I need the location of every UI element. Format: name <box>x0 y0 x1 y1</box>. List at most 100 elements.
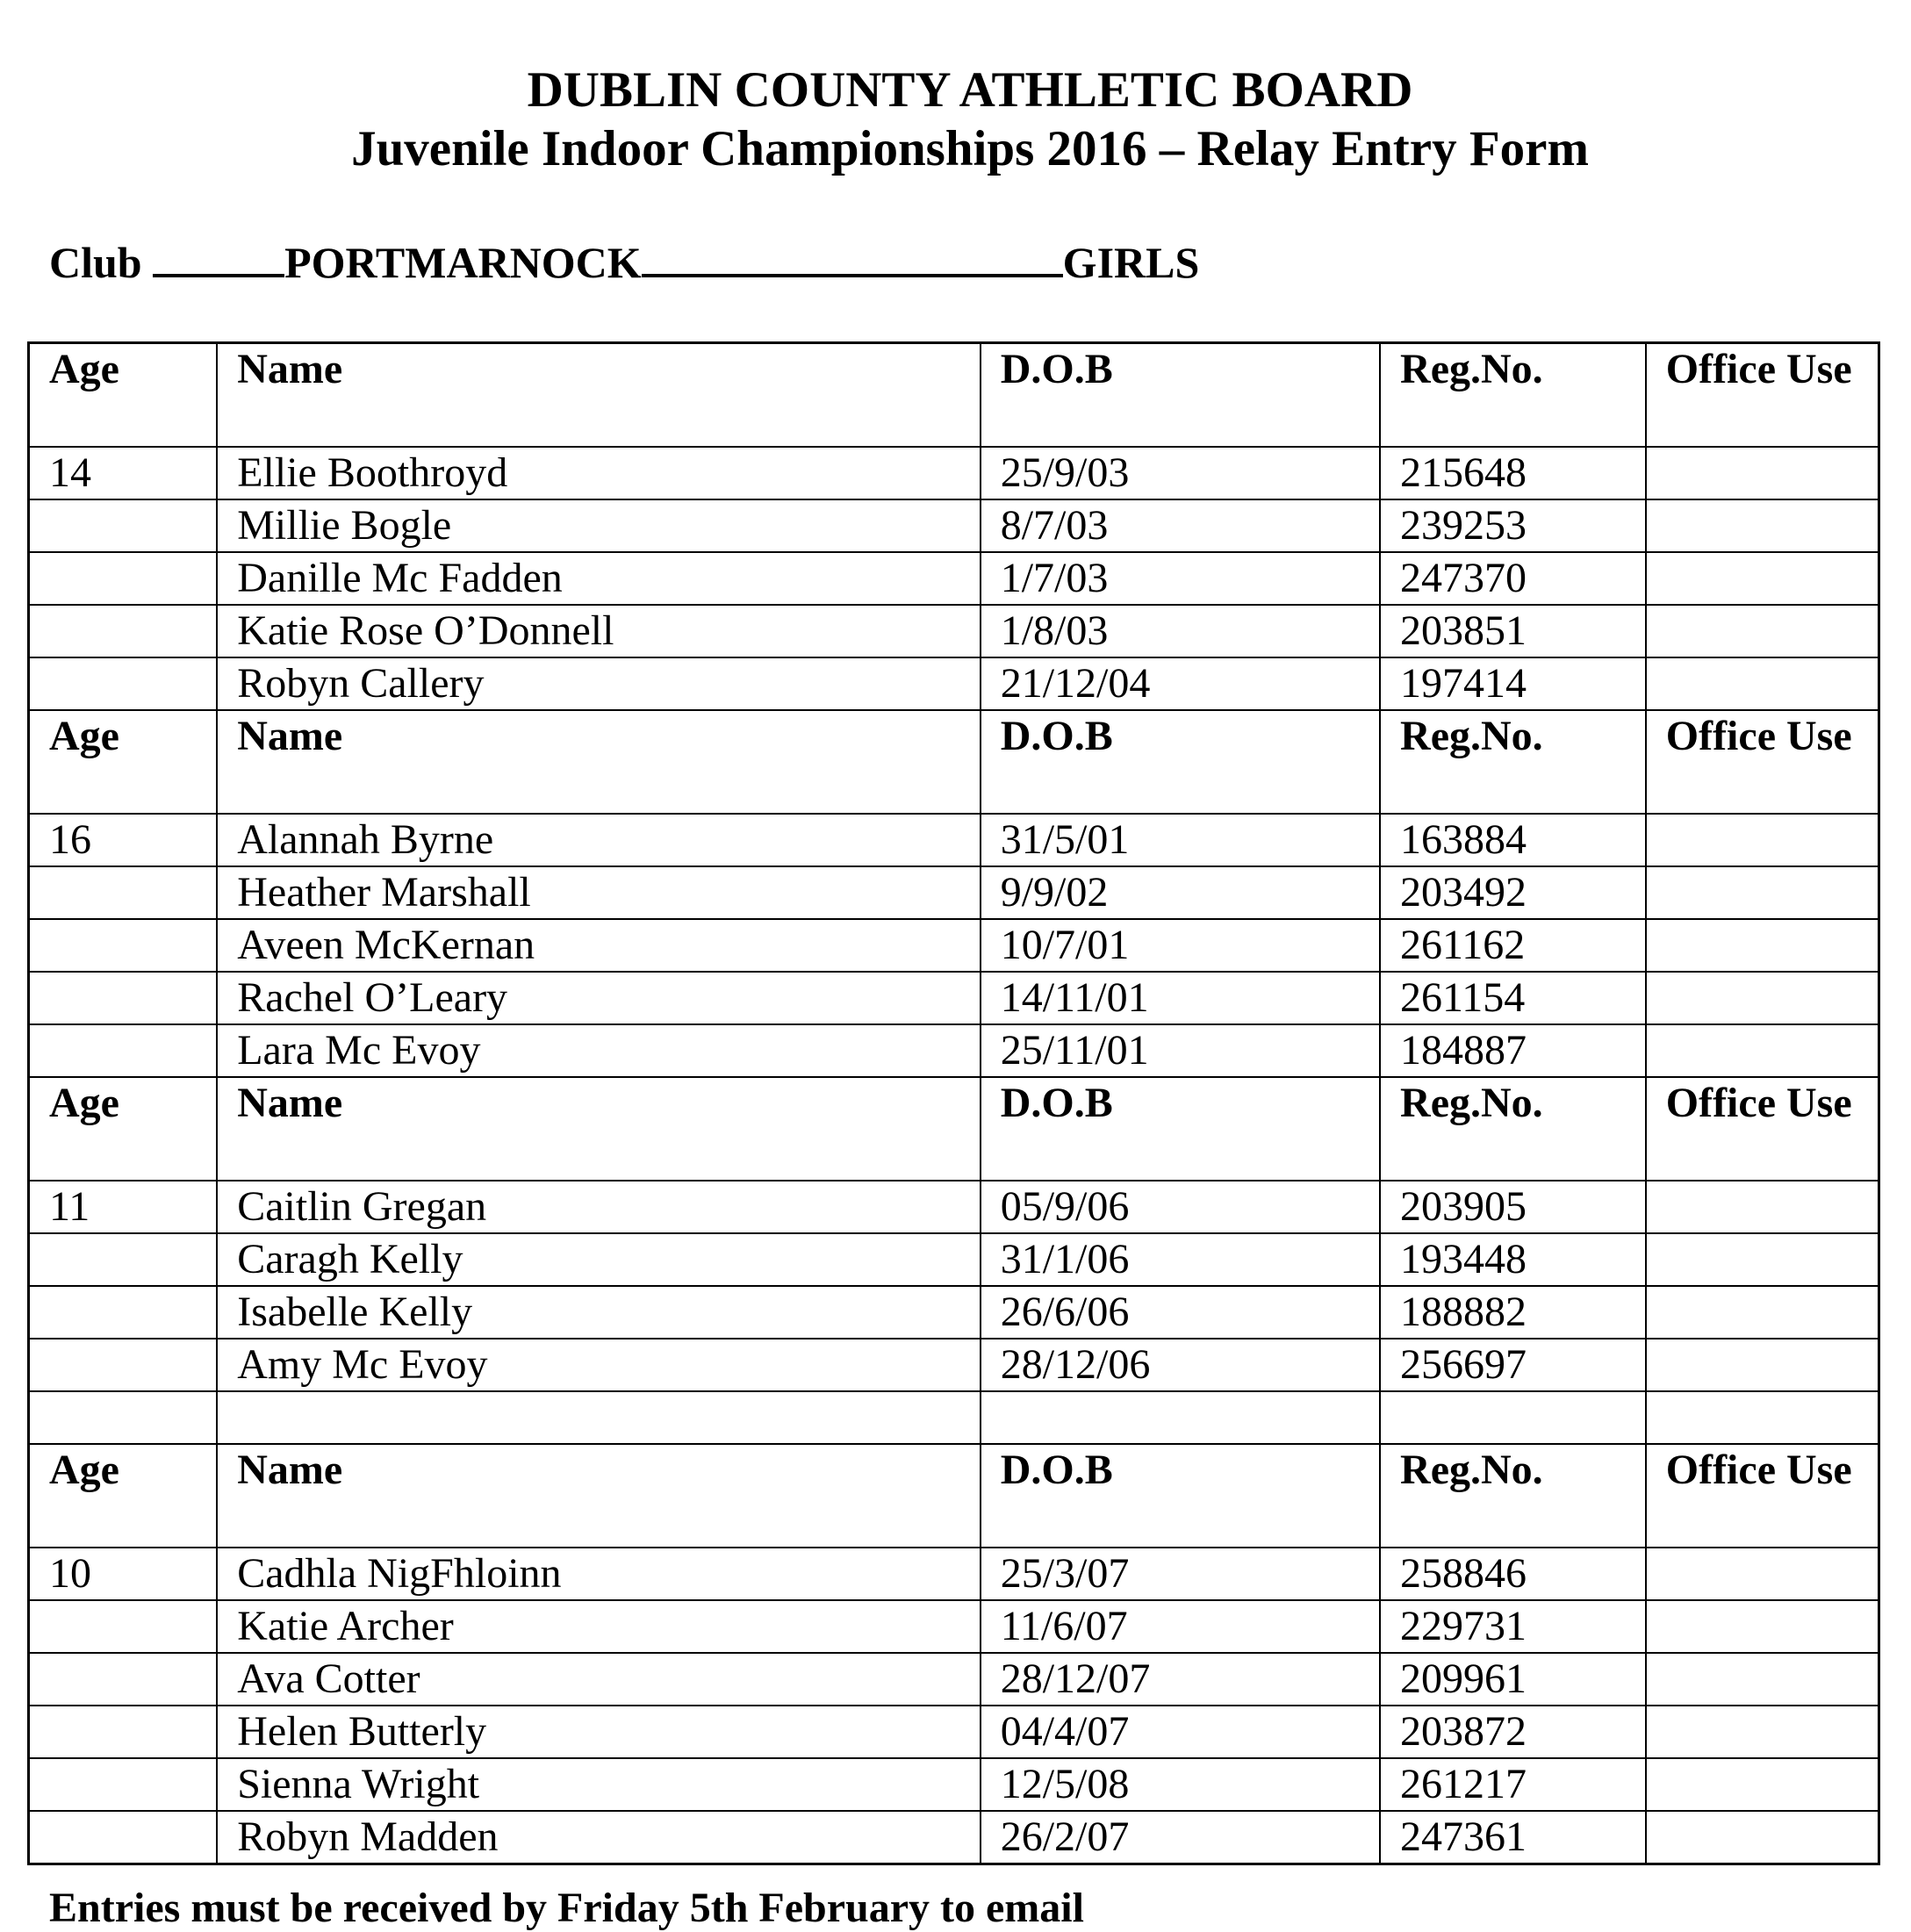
regno-header: Reg.No. <box>1379 341 1647 448</box>
dob-header: D.O.B <box>979 1076 1382 1181</box>
table-row: 10 Cadhla NigFhloinn 25/3/07 258846 <box>27 1547 1880 1601</box>
regno-cell: 261162 <box>1379 918 1647 973</box>
age-cell: 10 <box>27 1547 219 1601</box>
name-cell: Lara Mc Evoy <box>216 1023 981 1078</box>
age-cell <box>27 499 219 553</box>
relay-entry-table: Age Name D.O.B Reg.No. Office Use 14 Ellie Boo… <box>27 341 1880 1865</box>
name-cell: Katie Archer <box>216 1599 981 1654</box>
regno-cell: 247361 <box>1379 1810 1647 1865</box>
regno-cell: 229731 <box>1379 1599 1647 1654</box>
regno-cell: 163884 <box>1379 813 1647 867</box>
name-cell: Ava Cotter <box>216 1652 981 1706</box>
dob-cell: 8/7/03 <box>979 499 1382 553</box>
regno-cell: 188882 <box>1379 1285 1647 1339</box>
table-row: Rachel O’Leary 14/11/01 261154 <box>27 971 1880 1025</box>
regno-cell: 203872 <box>1379 1705 1647 1759</box>
name-cell: Amy Mc Evoy <box>216 1338 981 1392</box>
regno-cell: 261217 <box>1379 1757 1647 1812</box>
table-row: Katie Archer 11/6/07 229731 <box>27 1599 1880 1654</box>
office-use-cell <box>1644 1390 1880 1445</box>
name-cell: Katie Rose O’Donnell <box>216 604 981 658</box>
regno-cell: 261154 <box>1379 971 1647 1025</box>
age-header: Age <box>27 709 219 815</box>
regno-cell: 184887 <box>1379 1023 1647 1078</box>
name-cell: Millie Bogle <box>216 499 981 553</box>
table-row: Caragh Kelly 31/1/06 193448 <box>27 1232 1880 1287</box>
name-cell: Danille Mc Fadden <box>216 551 981 606</box>
dob-cell: 26/6/06 <box>979 1285 1382 1339</box>
office-use-header: Office Use <box>1644 1076 1880 1181</box>
office-use-header: Office Use <box>1644 709 1880 815</box>
footer-note: Entries must be received by Friday 5th F… <box>49 1885 1084 1931</box>
office-use-cell <box>1644 499 1880 553</box>
name-cell: Aveen McKernan <box>216 918 981 973</box>
age-header: Age <box>27 1443 219 1548</box>
name-cell: Robyn Madden <box>216 1810 981 1865</box>
dob-cell: 31/1/06 <box>979 1232 1382 1287</box>
office-use-cell <box>1644 813 1880 867</box>
form-title: DUBLIN COUNTY ATHLETIC BOARD <box>527 62 1413 118</box>
office-use-cell <box>1644 918 1880 973</box>
age-cell <box>27 1390 219 1445</box>
regno-cell <box>1379 1390 1647 1445</box>
regno-cell: 247370 <box>1379 551 1647 606</box>
dob-cell: 26/2/07 <box>979 1810 1382 1865</box>
dob-cell: 05/9/06 <box>979 1180 1382 1234</box>
table-row: Katie Rose O’Donnell 1/8/03 203851 <box>27 604 1880 658</box>
regno-cell: 203851 <box>1379 604 1647 658</box>
table-row: Robyn Madden 26/2/07 247361 <box>27 1810 1880 1865</box>
name-header: Name <box>216 1076 981 1181</box>
header-row: Age Name D.O.B Reg.No. Office Use <box>27 341 1880 448</box>
age-cell <box>27 1599 219 1654</box>
dob-cell: 25/9/03 <box>979 446 1382 500</box>
age-cell <box>27 1757 219 1812</box>
dob-cell: 14/11/01 <box>979 971 1382 1025</box>
table-row: Helen Butterly 04/4/07 203872 <box>27 1705 1880 1759</box>
office-use-cell <box>1644 1180 1880 1234</box>
regno-cell: 203905 <box>1379 1180 1647 1234</box>
name-cell: Cadhla NigFhloinn <box>216 1547 981 1601</box>
dob-cell: 1/7/03 <box>979 551 1382 606</box>
regno-cell: 258846 <box>1379 1547 1647 1601</box>
office-use-cell <box>1644 971 1880 1025</box>
table-row: Heather Marshall 9/9/02 203492 <box>27 865 1880 920</box>
table-row: Aveen McKernan 10/7/01 261162 <box>27 918 1880 973</box>
club-name: PORTMARNOCK <box>284 238 642 287</box>
office-use-cell <box>1644 1285 1880 1339</box>
age-cell <box>27 1023 219 1078</box>
name-cell: Alannah Byrne <box>216 813 981 867</box>
table-row: Danille Mc Fadden 1/7/03 247370 <box>27 551 1880 606</box>
name-cell: Helen Butterly <box>216 1705 981 1759</box>
dob-header: D.O.B <box>979 1443 1382 1548</box>
table-row: 16 Alannah Byrne 31/5/01 163884 <box>27 813 1880 867</box>
dob-cell: 11/6/07 <box>979 1599 1382 1654</box>
regno-header: Reg.No. <box>1379 1076 1647 1181</box>
dob-cell: 12/5/08 <box>979 1757 1382 1812</box>
regno-cell: 209961 <box>1379 1652 1647 1706</box>
club-label: Club <box>49 238 142 287</box>
dob-header: D.O.B <box>979 709 1382 815</box>
dob-cell: 25/3/07 <box>979 1547 1382 1601</box>
table-row: 11 Caitlin Gregan 05/9/06 203905 <box>27 1180 1880 1234</box>
office-use-cell <box>1644 865 1880 920</box>
office-use-cell <box>1644 1232 1880 1287</box>
office-use-cell <box>1644 1023 1880 1078</box>
regno-cell: 193448 <box>1379 1232 1647 1287</box>
regno-header: Reg.No. <box>1379 1443 1647 1548</box>
header-row: Age Name D.O.B Reg.No. Office Use <box>27 1076 1880 1181</box>
office-use-cell <box>1644 1757 1880 1812</box>
age-header: Age <box>27 1076 219 1181</box>
age-cell <box>27 1652 219 1706</box>
dob-cell: 28/12/07 <box>979 1652 1382 1706</box>
office-use-cell <box>1644 1652 1880 1706</box>
age-cell <box>27 971 219 1025</box>
header-row: Age Name D.O.B Reg.No. Office Use <box>27 709 1880 815</box>
office-use-cell <box>1644 1810 1880 1865</box>
office-use-cell <box>1644 446 1880 500</box>
table-row: Lara Mc Evoy 25/11/01 184887 <box>27 1023 1880 1078</box>
dob-cell: 25/11/01 <box>979 1023 1382 1078</box>
office-use-header: Office Use <box>1644 341 1880 448</box>
dob-cell: 9/9/02 <box>979 865 1382 920</box>
dob-cell: 10/7/01 <box>979 918 1382 973</box>
name-cell: Isabelle Kelly <box>216 1285 981 1339</box>
